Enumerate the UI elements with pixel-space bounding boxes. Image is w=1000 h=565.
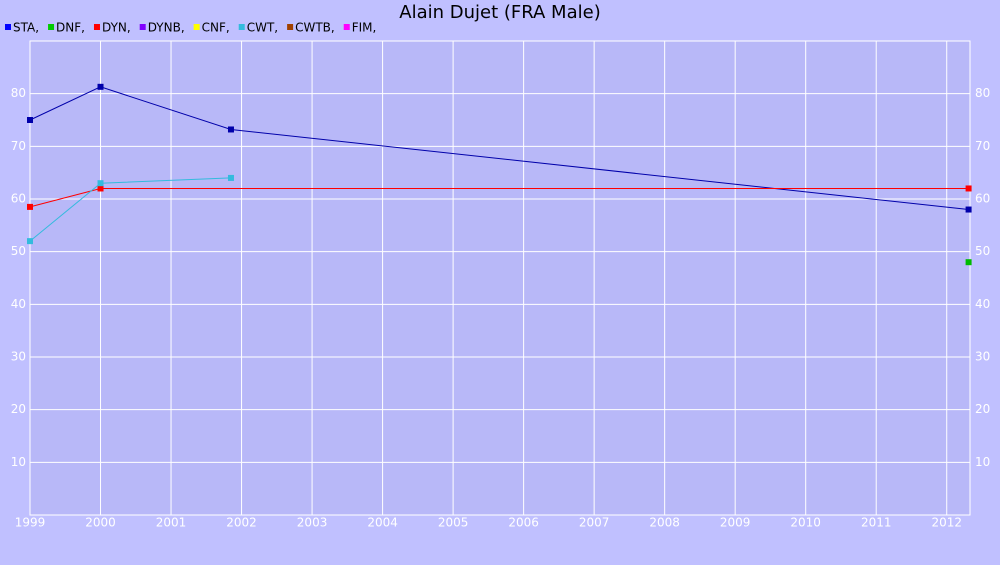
- legend-swatch: [343, 24, 350, 30]
- point: [97, 180, 104, 187]
- y2-tick-label: 30: [975, 350, 990, 364]
- point: [965, 206, 972, 213]
- x-tick-label: 2010: [790, 516, 821, 530]
- y-tick-label: 80: [11, 86, 26, 100]
- x-tick-label: 2008: [649, 516, 680, 530]
- y2-tick-label: 70: [975, 139, 990, 153]
- legend-label: DYNB,: [148, 21, 185, 35]
- y-tick-label: 60: [11, 192, 26, 206]
- x-tick-label: 2007: [579, 516, 610, 530]
- y-tick-label: 70: [11, 139, 26, 153]
- point: [97, 185, 104, 192]
- y2-tick-label: 50: [975, 244, 990, 258]
- series-line: [29, 86, 969, 211]
- y2-tick-label: 80: [975, 86, 990, 100]
- point: [97, 83, 104, 90]
- x-tick-label: 2012: [931, 516, 962, 530]
- point: [27, 117, 33, 123]
- legend-label: DYN,: [102, 21, 131, 35]
- x-tick-label: 2009: [720, 516, 751, 530]
- legend-swatch: [5, 24, 11, 30]
- legend-swatch: [93, 24, 100, 30]
- point: [227, 174, 234, 181]
- legend-swatch: [238, 24, 245, 30]
- y-tick-label: 30: [11, 350, 26, 364]
- point: [27, 203, 33, 210]
- point: [965, 185, 972, 192]
- legend-swatch: [139, 24, 146, 30]
- legend-swatch: [287, 24, 294, 30]
- x-tick-label: 1999: [15, 516, 46, 530]
- y-tick-label: 40: [11, 297, 26, 311]
- point: [227, 126, 234, 133]
- legend-swatch: [193, 24, 200, 30]
- y2-tick-label: 60: [975, 192, 990, 206]
- x-tick-label: 2003: [297, 516, 328, 530]
- x-tick-label: 2006: [508, 516, 539, 530]
- legend-label: CWTB,: [295, 21, 335, 35]
- x-tick-label: 2002: [226, 516, 257, 530]
- legend-label: STA,: [13, 21, 39, 35]
- legend-label: FIM,: [352, 21, 377, 35]
- point: [27, 238, 33, 245]
- y-tick-label: 10: [11, 455, 26, 469]
- x-tick-label: 2000: [85, 516, 116, 530]
- legend-label: DNF,: [56, 21, 85, 35]
- x-tick-label: 2001: [156, 516, 187, 530]
- y-tick-label: 50: [11, 244, 26, 258]
- legend-label: CNF,: [202, 21, 230, 35]
- y2-tick-label: 10: [975, 455, 990, 469]
- y2-tick-label: 40: [975, 297, 990, 311]
- y2-tick-label: 20: [975, 402, 990, 416]
- legend-swatch: [48, 24, 55, 30]
- x-tick-label: 2004: [367, 516, 398, 530]
- x-tick-label: 2005: [438, 516, 469, 530]
- legend-label: CWT,: [247, 21, 278, 35]
- chart-title: Alain Dujet (FRA Male): [399, 2, 600, 23]
- plot-area: [29, 40, 971, 516]
- x-tick-label: 2011: [861, 516, 892, 530]
- y-tick-label: 20: [11, 402, 26, 416]
- point: [965, 259, 972, 266]
